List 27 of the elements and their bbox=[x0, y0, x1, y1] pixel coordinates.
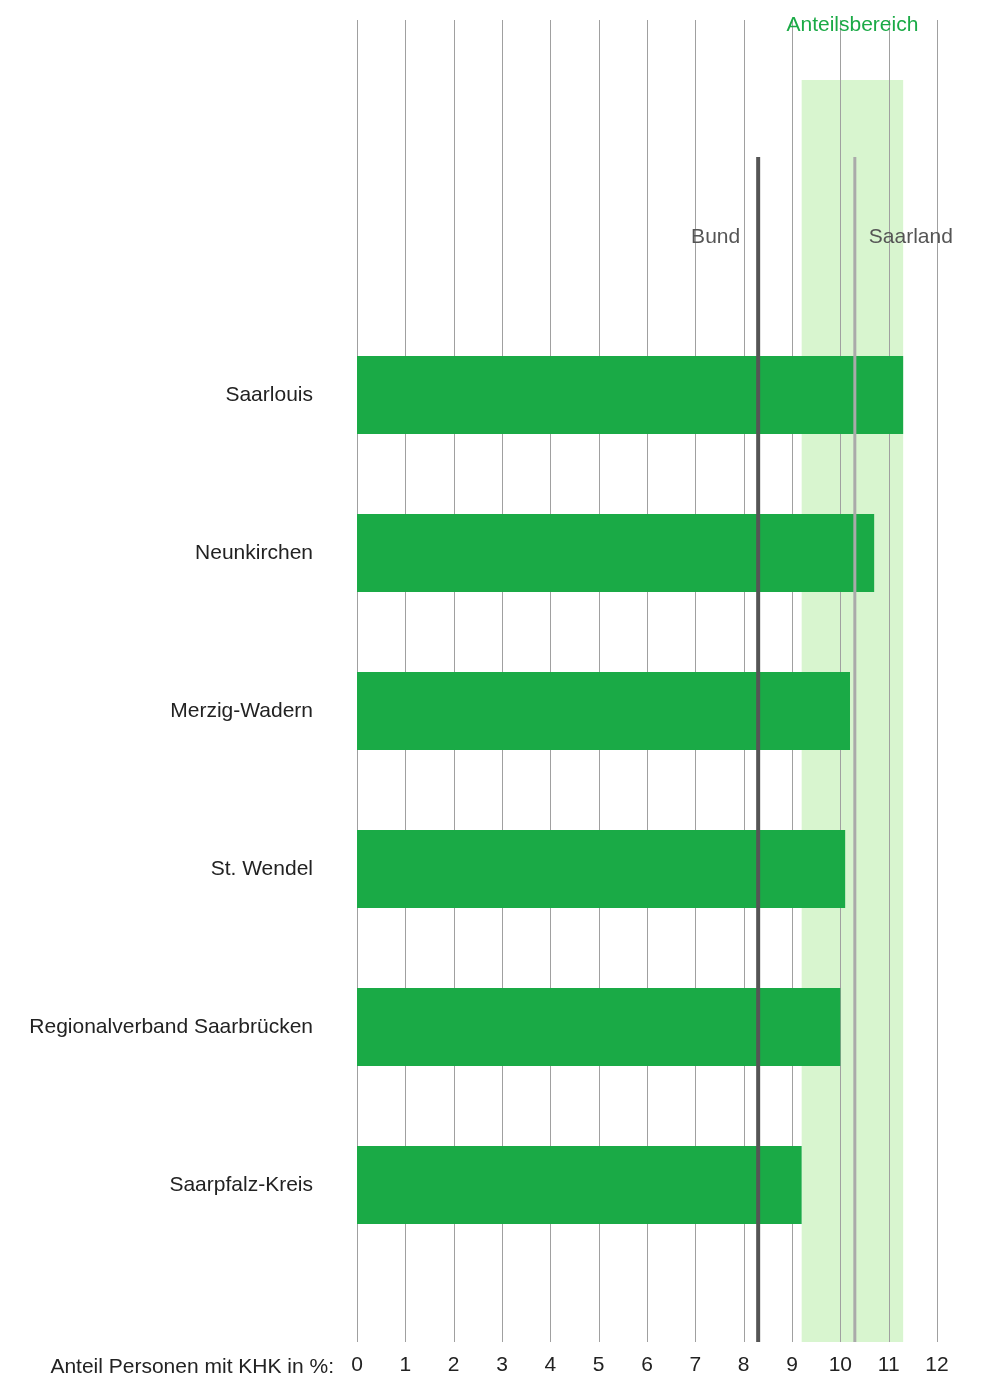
x-tick-label: 5 bbox=[592, 1351, 605, 1375]
y-tick-label: Saarpfalz-Kreis bbox=[169, 1171, 313, 1195]
x-tick-label: 3 bbox=[496, 1351, 508, 1375]
x-tick-label: 12 bbox=[925, 1351, 949, 1375]
bar bbox=[357, 1145, 802, 1225]
bar bbox=[357, 829, 846, 909]
x-tick-label: 4 bbox=[544, 1351, 557, 1375]
x-tick-label: 7 bbox=[689, 1351, 702, 1375]
y-tick-label: Neunkirchen bbox=[195, 539, 313, 563]
y-tick-label: Regionalverband Saarbrücken bbox=[29, 1013, 313, 1037]
x-axis-title: Anteil Personen mit KHK in %: bbox=[50, 1353, 334, 1377]
x-tick-label: 6 bbox=[641, 1351, 653, 1375]
y-tick-label: St. Wendel bbox=[210, 855, 313, 879]
x-tick-label: 1 bbox=[399, 1351, 412, 1375]
x-tick-label: 11 bbox=[877, 1351, 900, 1375]
bar bbox=[357, 671, 850, 751]
x-tick-label: 10 bbox=[828, 1351, 853, 1375]
bar bbox=[357, 513, 875, 593]
x-tick-label: 9 bbox=[786, 1351, 798, 1375]
y-tick-label: Merzig-Wadern bbox=[170, 697, 313, 721]
x-tick-label: 8 bbox=[737, 1351, 750, 1375]
bar bbox=[357, 987, 841, 1067]
x-tick-label: 2 bbox=[447, 1351, 460, 1375]
x-tick-label: 0 bbox=[351, 1351, 363, 1375]
y-tick-label: Saarlouis bbox=[225, 381, 313, 405]
band-label: Anteilsbereich bbox=[786, 11, 919, 35]
bar bbox=[357, 355, 904, 435]
